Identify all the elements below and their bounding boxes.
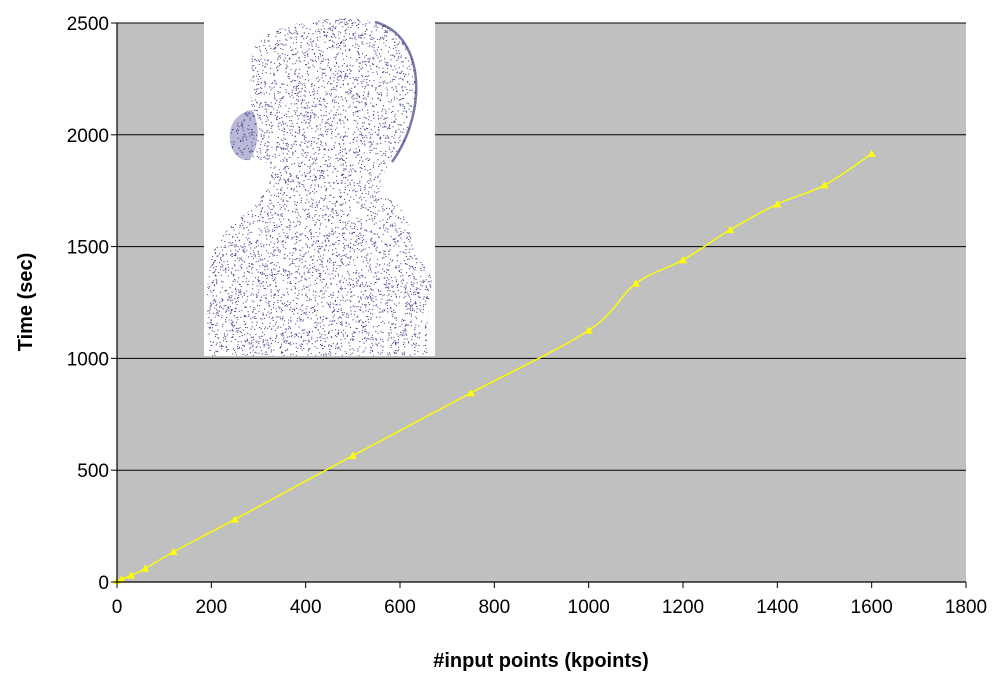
y-tick-label: 2000: [67, 126, 109, 147]
hair-bun-shading: [229, 110, 258, 161]
data-point-marker: [169, 547, 178, 556]
x-tick-label: 0: [112, 597, 123, 618]
data-point-marker: [230, 515, 239, 523]
y-tick-label: 1500: [67, 238, 109, 259]
x-tick-label: 600: [384, 597, 416, 618]
x-tick-label: 800: [478, 597, 510, 618]
y-tick-label: 500: [77, 461, 109, 482]
data-point-marker: [631, 279, 640, 287]
y-tick-label: 0: [98, 573, 109, 594]
data-point-marker: [820, 181, 829, 189]
data-point-marker: [466, 389, 475, 397]
x-tick-label: 1600: [851, 597, 893, 618]
axes-layer: 0 500 1000 1500 2000 2500 0 200 400 600 800 1000 120…: [67, 14, 987, 618]
x-tick-label: 400: [290, 597, 322, 618]
series-layer: [113, 149, 876, 585]
data-point-marker: [726, 225, 735, 234]
y-axis-title: Time (sec): [15, 253, 37, 352]
data-point-marker: [117, 575, 126, 583]
data-point-marker: [348, 451, 357, 459]
x-tick-label: 200: [195, 597, 227, 618]
y-tick-label: 2500: [67, 14, 109, 35]
point-cloud-dots: [206, 18, 432, 356]
data-point-marker: [679, 256, 687, 264]
x-axis-title: #input points (kpoints): [433, 650, 649, 672]
x-tick-label: 1800: [945, 597, 987, 618]
x-tick-label: 1000: [568, 597, 610, 618]
x-tick-label: 1200: [662, 597, 704, 618]
series-line-0: [116, 153, 873, 582]
data-point-marker: [127, 571, 136, 579]
x-tick-label: 1400: [756, 597, 798, 618]
data-point-marker: [584, 326, 593, 334]
hair-edge-shading: [374, 20, 418, 163]
data-point-marker: [867, 149, 876, 158]
y-tick-label: 1000: [67, 349, 109, 370]
inset-background: [204, 18, 435, 356]
data-point-marker: [773, 200, 782, 208]
data-point-marker: [141, 564, 150, 572]
point-cloud-bust-image: [204, 18, 435, 356]
